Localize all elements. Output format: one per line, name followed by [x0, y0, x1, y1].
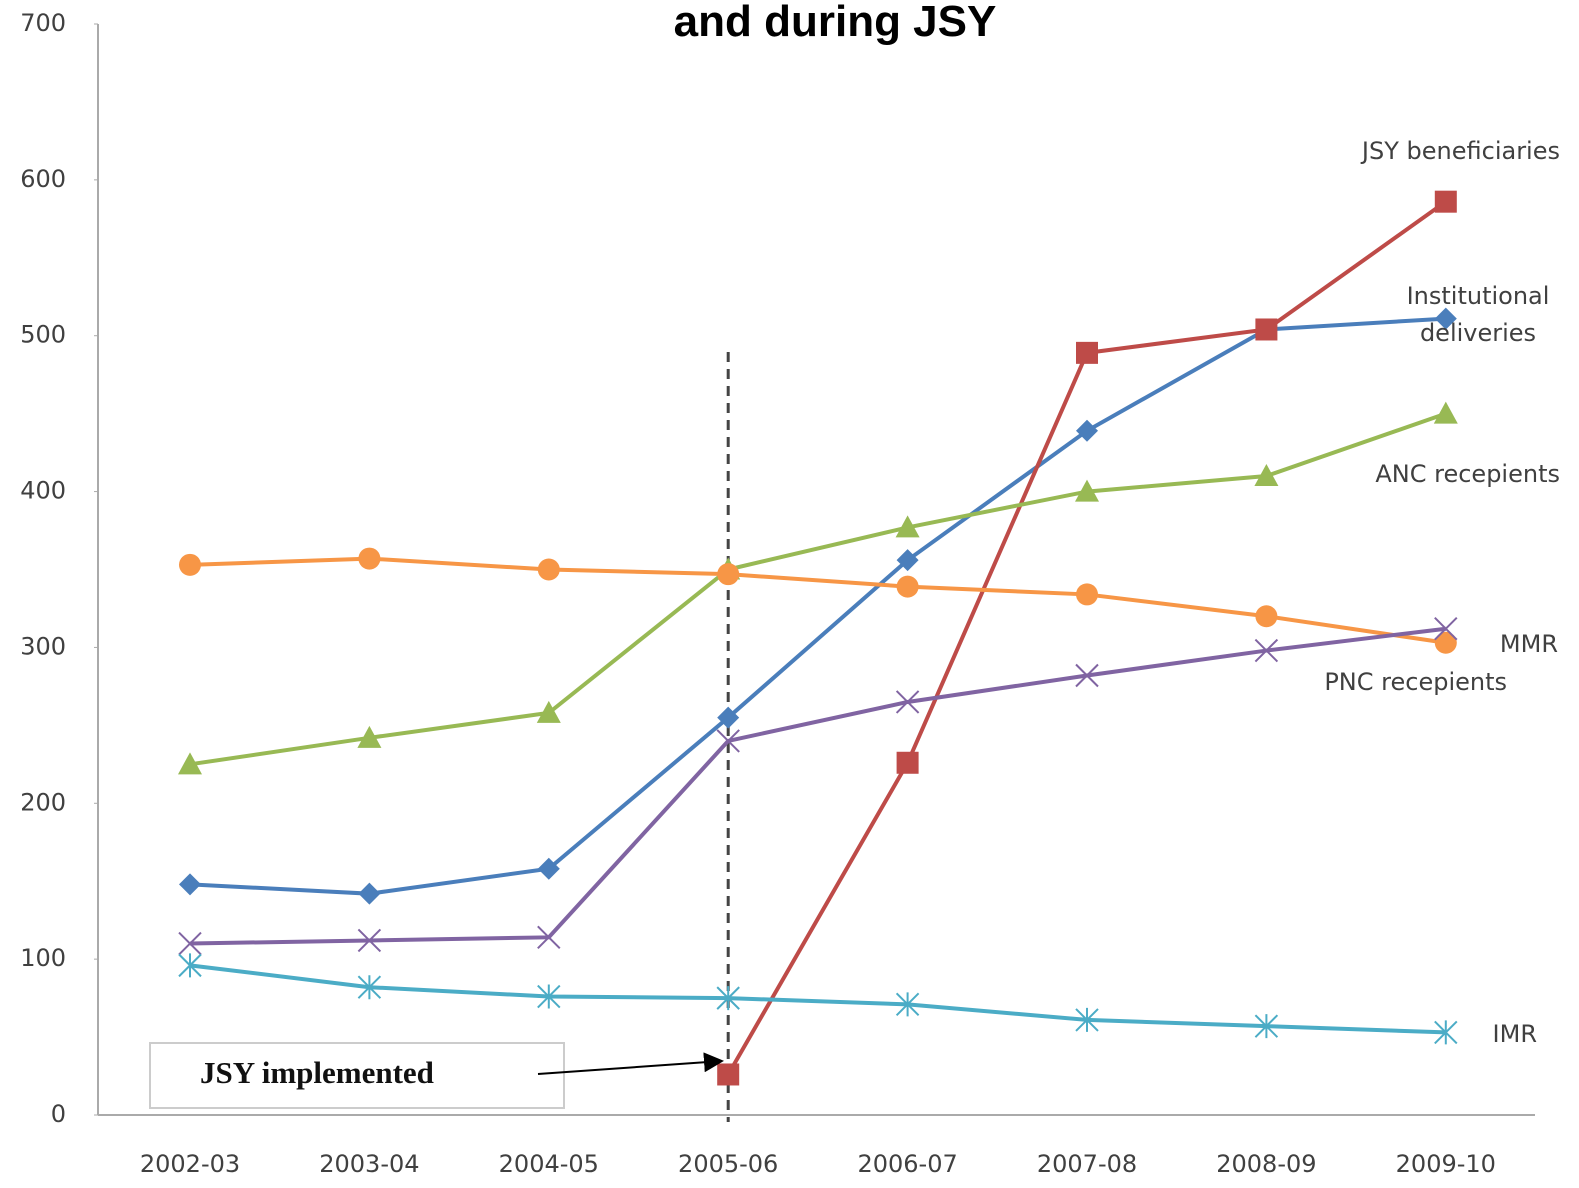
y-tick-label: 300	[20, 632, 66, 660]
marker	[357, 928, 382, 953]
marker	[179, 873, 201, 896]
marker	[716, 729, 740, 753]
marker	[536, 700, 561, 723]
marker	[537, 558, 560, 581]
marker	[895, 515, 920, 538]
x-tick-label: 2006-07	[857, 1150, 957, 1178]
marker	[895, 992, 920, 1017]
marker	[1075, 1007, 1099, 1032]
annotation: JSY implemented	[200, 1055, 434, 1090]
marker	[1076, 419, 1098, 442]
marker	[1434, 617, 1458, 641]
series-label: PNC recepients	[1324, 668, 1507, 696]
marker	[178, 752, 202, 775]
marker	[1255, 605, 1278, 628]
marker	[1075, 479, 1099, 502]
marker	[1255, 318, 1278, 341]
marker	[179, 553, 201, 576]
marker	[896, 751, 919, 774]
marker	[1434, 631, 1457, 654]
marker	[357, 975, 382, 1000]
marker	[1434, 190, 1457, 213]
marker	[717, 1063, 740, 1086]
x-tick-label: 2007-08	[1037, 1150, 1137, 1178]
x-tick-label: 2002-03	[140, 1150, 240, 1178]
marker	[358, 547, 381, 570]
marker	[1254, 1014, 1279, 1039]
marker	[895, 690, 920, 714]
marker	[537, 984, 561, 1009]
marker	[1076, 583, 1098, 606]
marker	[716, 986, 740, 1011]
series-line	[189, 316, 1446, 896]
series-label: MMR	[1500, 630, 1558, 658]
x-tick-label: 2003-04	[319, 1150, 419, 1178]
series-line	[189, 963, 1446, 1035]
x-tick-label: 2004-05	[499, 1150, 599, 1178]
series-line	[189, 411, 1447, 767]
y-tick-label: 200	[20, 788, 66, 816]
series-line	[189, 626, 1447, 946]
marker	[717, 563, 740, 586]
series-label: ANC recepients	[1375, 460, 1560, 488]
marker	[537, 857, 560, 880]
marker	[1076, 341, 1098, 364]
annotation-box	[149, 1042, 565, 1109]
y-tick-label: 100	[20, 944, 66, 972]
y-tick-label: 400	[20, 477, 66, 505]
x-tick-label: 2008-09	[1216, 1150, 1316, 1178]
series-line	[726, 200, 1447, 1076]
series-label: Institutional deliveries	[1407, 282, 1550, 347]
marker	[1433, 401, 1458, 424]
series-label: JSY beneficiaries	[1360, 137, 1560, 165]
y-tick-label: 500	[20, 321, 66, 349]
chart-title: and during JSY	[674, 0, 997, 46]
series-line	[189, 556, 1447, 645]
marker	[1434, 1020, 1458, 1045]
marker	[1254, 638, 1279, 663]
x-tick-label: 2009-10	[1396, 1150, 1496, 1178]
y-tick-label: 0	[51, 1100, 66, 1128]
marker	[358, 882, 381, 905]
marker	[1254, 463, 1279, 486]
marker	[357, 725, 382, 748]
marker	[896, 575, 919, 598]
marker	[896, 549, 919, 572]
marker	[537, 925, 561, 950]
x-tick-label: 2005-06	[678, 1150, 778, 1178]
marker	[178, 953, 202, 978]
y-tick-label: 700	[20, 9, 66, 37]
marker	[717, 706, 740, 729]
y-tick-label: 600	[20, 165, 66, 193]
marker	[1075, 663, 1099, 688]
annotation-arrow	[537, 1052, 724, 1075]
marker	[1434, 307, 1457, 330]
marker	[178, 931, 202, 956]
series-label: IMR	[1493, 1020, 1537, 1048]
